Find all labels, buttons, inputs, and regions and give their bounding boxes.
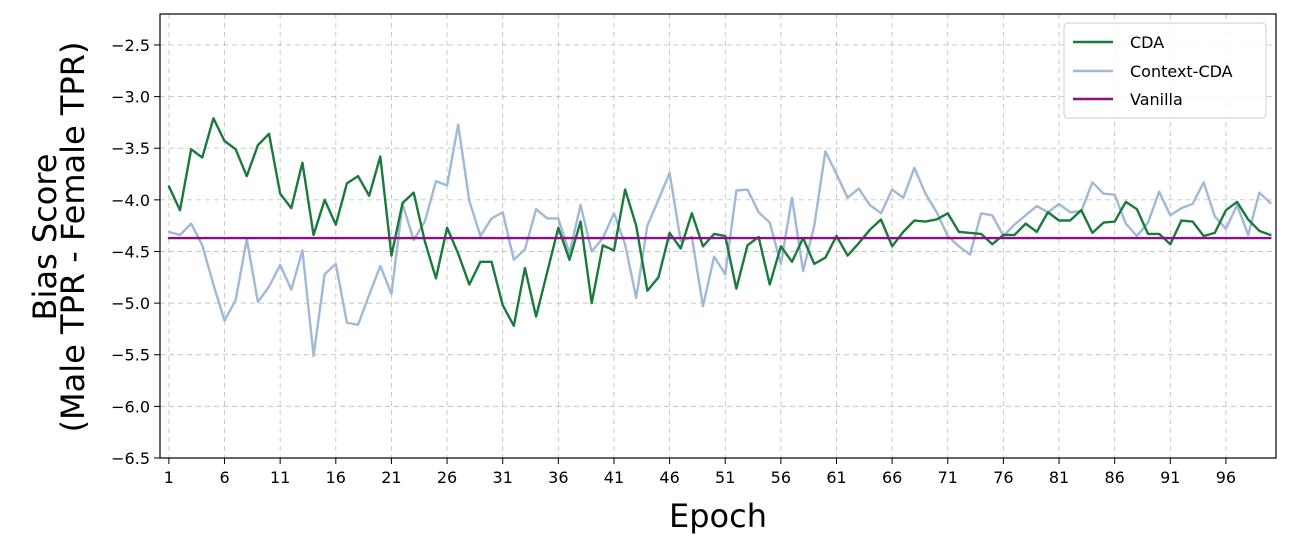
y-tick-label: −5.5 <box>111 346 150 365</box>
y-tick-label: −2.5 <box>111 36 150 55</box>
x-tick-label: 16 <box>326 468 346 487</box>
series-line-cda <box>167 117 1272 328</box>
x-tick-label: 31 <box>493 468 513 487</box>
x-tick-label: 96 <box>1216 468 1236 487</box>
x-tick-label: 36 <box>548 468 568 487</box>
x-tick-label: 91 <box>1160 468 1180 487</box>
y-tick-label: −5.0 <box>111 294 150 313</box>
x-tick-label: 86 <box>1104 468 1124 487</box>
legend-label-context-cda: Context-CDA <box>1130 62 1233 81</box>
y-tick-label: −3.0 <box>111 88 150 107</box>
x-tick-label: 61 <box>826 468 846 487</box>
y-axis-title-line-2: (Male TPR - Female TPR) <box>54 42 92 433</box>
x-tick-label: 71 <box>938 468 958 487</box>
legend-box <box>1063 22 1267 119</box>
y-tick-label: −6.5 <box>111 449 150 468</box>
x-tick-label: 66 <box>882 468 902 487</box>
series-lines <box>167 117 1272 357</box>
y-tick-label: −4.0 <box>111 191 150 210</box>
x-axis-title: Epoch <box>669 497 767 535</box>
x-tick-label: 51 <box>715 468 735 487</box>
y-tick-label: −6.0 <box>111 397 150 416</box>
x-tick-label: 41 <box>604 468 624 487</box>
x-tick-label: 56 <box>771 468 791 487</box>
series-line-context-cda <box>167 123 1272 357</box>
x-tick-label: 1 <box>164 468 174 487</box>
x-tick-label: 81 <box>1049 468 1069 487</box>
y-axis-title-line-1: Bias Score <box>26 154 64 321</box>
y-tick-label: −3.5 <box>111 139 150 158</box>
legend: CDA Context-CDA Vanilla <box>1063 22 1267 119</box>
y-axis-title: Bias Score (Male TPR - Female TPR) <box>26 42 92 433</box>
x-tick-label: 11 <box>270 468 290 487</box>
legend-label-cda: CDA <box>1130 33 1164 52</box>
axis-ticks: 1 6 11 16 21 26 31 36 41 46 51 56 61 66 71 76 81 86 91 96−2… <box>111 36 1236 487</box>
plot-frame <box>159 13 1277 459</box>
y-tick-label: −4.5 <box>111 242 150 261</box>
x-tick-label: 26 <box>437 468 457 487</box>
legend-label-vanilla: Vanilla <box>1130 90 1183 109</box>
x-tick-label: 76 <box>993 468 1013 487</box>
x-tick-label: 46 <box>659 468 679 487</box>
x-tick-label: 6 <box>219 468 229 487</box>
x-tick-label: 21 <box>381 468 401 487</box>
